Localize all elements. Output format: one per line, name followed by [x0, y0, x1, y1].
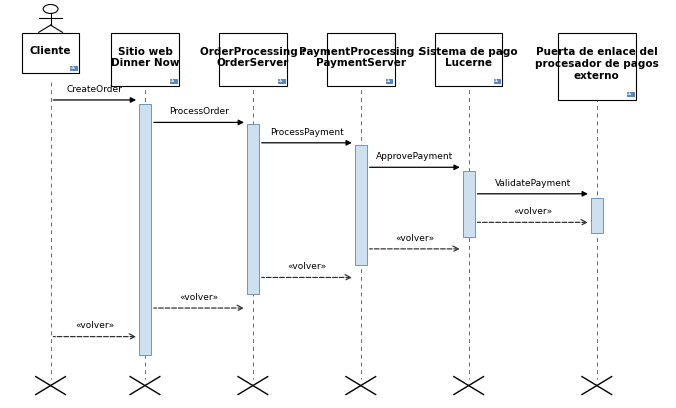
- Text: «volver»: «volver»: [287, 262, 327, 271]
- Text: ApprovePayment: ApprovePayment: [376, 152, 454, 161]
- FancyBboxPatch shape: [355, 145, 367, 265]
- Text: «volver»: «volver»: [513, 207, 552, 216]
- FancyBboxPatch shape: [247, 124, 259, 294]
- FancyBboxPatch shape: [627, 92, 633, 96]
- Text: PaymentProcessing :
PaymentServer: PaymentProcessing : PaymentServer: [299, 47, 422, 68]
- FancyBboxPatch shape: [278, 79, 285, 83]
- Text: «volver»: «volver»: [179, 293, 218, 302]
- Text: Sistema de pago
Lucerne: Sistema de pago Lucerne: [419, 47, 518, 68]
- FancyBboxPatch shape: [558, 33, 635, 100]
- FancyBboxPatch shape: [327, 33, 395, 86]
- Text: CreateOrder: CreateOrder: [67, 85, 122, 94]
- Text: «volver»: «volver»: [75, 322, 114, 330]
- Text: Cliente: Cliente: [30, 46, 72, 56]
- FancyBboxPatch shape: [591, 198, 603, 233]
- Text: ProcessPayment: ProcessPayment: [270, 128, 343, 137]
- Text: Sitio web
Dinner Now: Sitio web Dinner Now: [111, 47, 179, 68]
- Text: ProcessOrder: ProcessOrder: [169, 107, 229, 116]
- Text: ValidatePayment: ValidatePayment: [495, 179, 571, 188]
- Text: Puerta de enlace del
procesador de pagos
externo: Puerta de enlace del procesador de pagos…: [535, 47, 658, 81]
- FancyBboxPatch shape: [112, 33, 178, 86]
- FancyBboxPatch shape: [22, 33, 79, 73]
- Text: OrderProcessing :
OrderServer: OrderProcessing : OrderServer: [200, 47, 306, 68]
- FancyBboxPatch shape: [435, 33, 502, 86]
- FancyBboxPatch shape: [170, 79, 176, 83]
- FancyBboxPatch shape: [386, 79, 393, 83]
- FancyBboxPatch shape: [219, 33, 287, 86]
- Text: «volver»: «volver»: [395, 234, 435, 243]
- FancyBboxPatch shape: [70, 66, 77, 70]
- FancyBboxPatch shape: [493, 79, 500, 83]
- FancyBboxPatch shape: [139, 104, 151, 355]
- FancyBboxPatch shape: [462, 171, 475, 237]
